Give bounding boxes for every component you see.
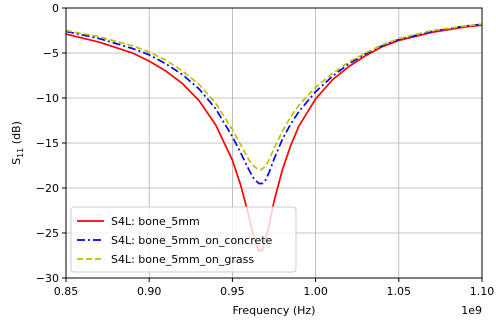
- x-tick-label: 0.85: [54, 285, 79, 298]
- y-tick-label: −20: [36, 182, 59, 195]
- x-offset-label: 1e9: [461, 304, 482, 317]
- y-axis-label-unit: (dB): [10, 121, 23, 148]
- y-axis-label: S11 (dB): [10, 121, 25, 165]
- legend-label: S4L: bone_5mm_on_grass: [111, 253, 254, 266]
- x-tick-label: 1.10: [470, 285, 495, 298]
- legend-entries: S4L: bone_5mm S4L: bone_5mm_on_concrete S4…: [77, 215, 273, 266]
- ticks: 0.85 0.90 0.95 1.00 1.05 1.10 0 −5 −10 −15 −20 −25 −…: [36, 2, 494, 298]
- series-line-3: [65, 23, 483, 171]
- legend-box: [70, 206, 297, 273]
- x-tick-label: 0.95: [220, 285, 245, 298]
- legend: S4L: bone_5mm S4L: bone_5mm_on_concrete S4…: [70, 206, 297, 273]
- y-tick-label: −15: [36, 137, 59, 150]
- y-tick-label: −30: [36, 272, 59, 285]
- y-tick-label: −25: [36, 227, 59, 240]
- x-axis-label: Frequency (Hz): [233, 304, 316, 317]
- grid: [65, 7, 483, 279]
- y-tick-label: 0: [52, 2, 59, 15]
- legend-label: S4L: bone_5mm_on_concrete: [111, 234, 273, 247]
- y-tick-label: −5: [43, 47, 59, 60]
- y-axis-label-main: S: [10, 158, 23, 165]
- x-tick-label: 0.90: [137, 285, 162, 298]
- y-axis-label-sub: 11: [16, 148, 25, 158]
- x-tick-label: 1.05: [387, 285, 412, 298]
- y-tick-label: −10: [36, 92, 59, 105]
- legend-label: S4L: bone_5mm: [111, 215, 200, 228]
- x-tick-label: 1.00: [303, 285, 328, 298]
